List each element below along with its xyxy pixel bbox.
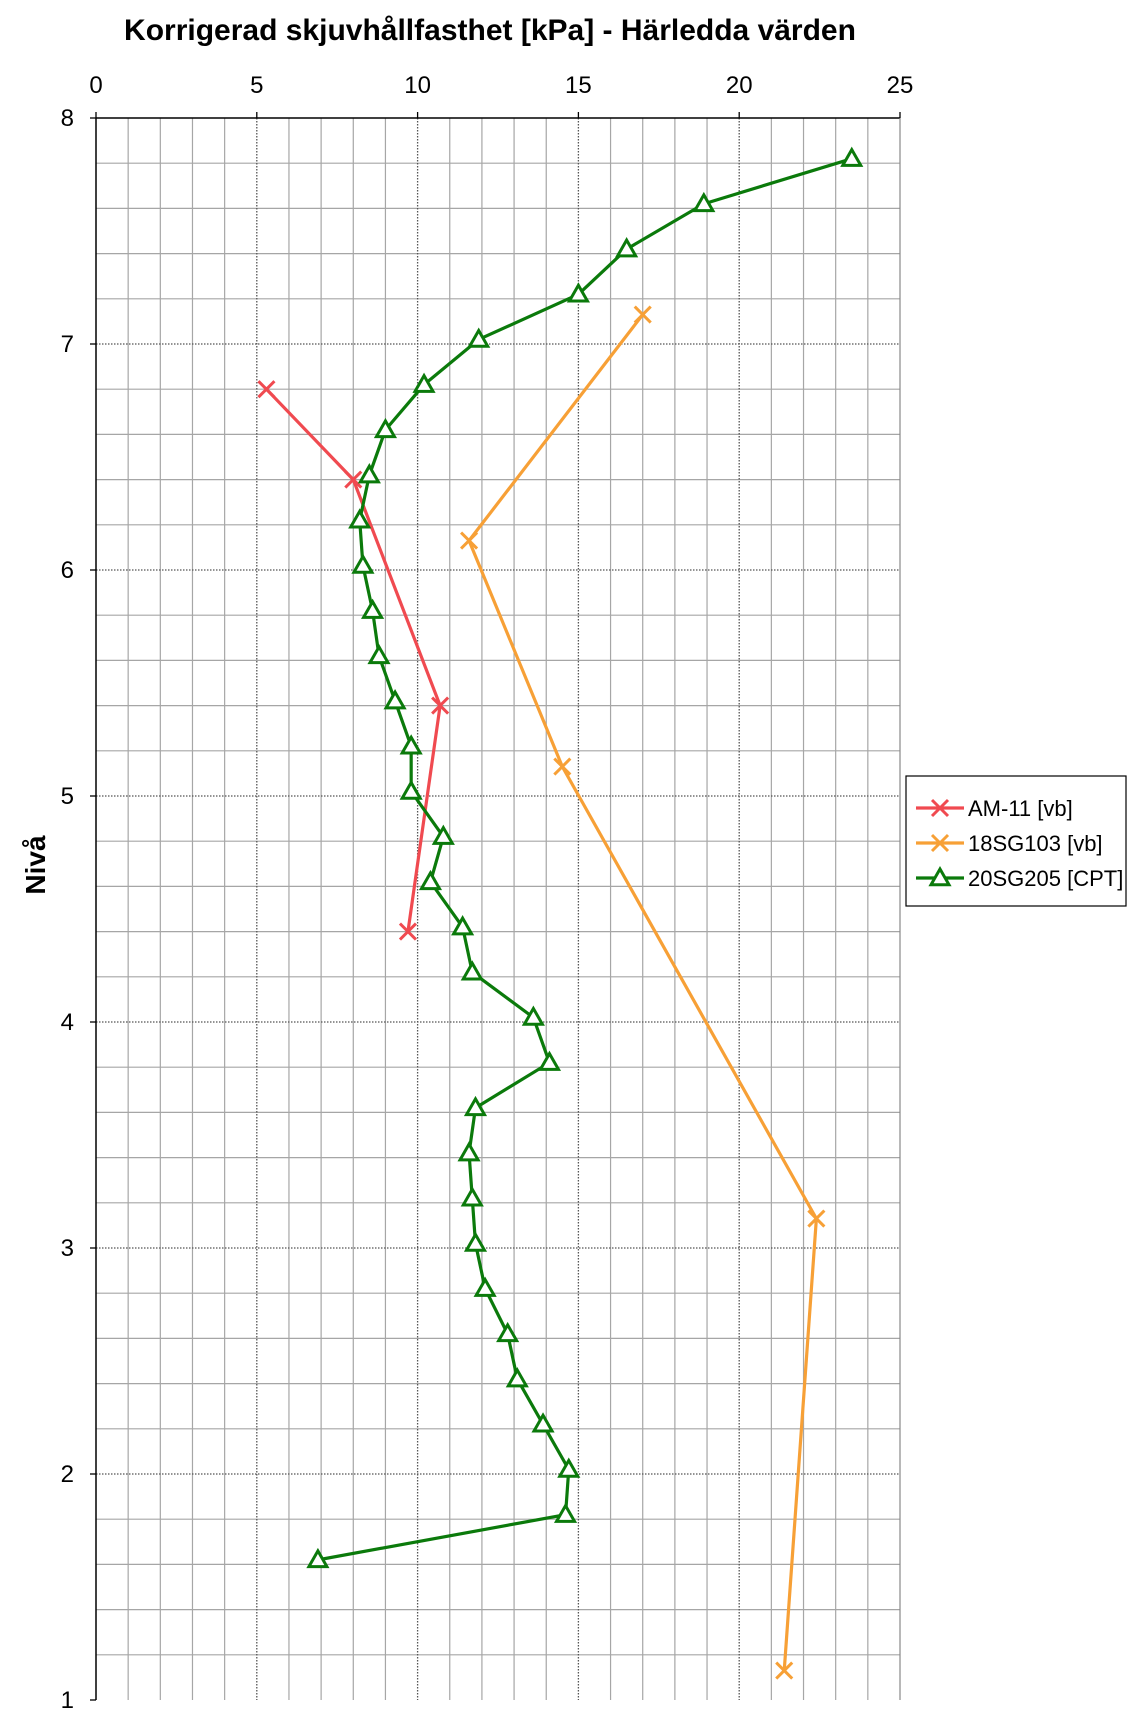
data-point (351, 553, 375, 574)
major-gridlines (96, 118, 900, 1700)
data-point (431, 696, 450, 715)
data-point (357, 463, 381, 484)
data-point-stroke (398, 922, 418, 941)
y-tick-label: 8 (61, 105, 74, 132)
data-point (460, 960, 484, 981)
data-point (463, 1231, 488, 1252)
legend-marker (928, 865, 952, 887)
legend-label: 20SG205 [CPT] (968, 866, 1123, 891)
data-point (460, 1186, 484, 1207)
y-tick-labels: 1 2 3 4 5 6 7 8 (61, 105, 74, 1714)
data-point (496, 1321, 520, 1343)
y-tick-label: 7 (61, 331, 74, 358)
y-axis-label: Nivå (20, 835, 51, 895)
data-point (463, 1095, 488, 1117)
data-point (412, 372, 436, 393)
data-point (615, 237, 639, 258)
data-point (557, 1457, 581, 1478)
data-point (553, 1502, 578, 1523)
data-point (457, 1141, 481, 1162)
legend-item: 18SG103 [vb] (916, 831, 1103, 856)
data-point (692, 191, 716, 213)
legend-label: AM-11 [vb] (968, 796, 1073, 821)
legend-item: AM-11 [vb] (916, 796, 1073, 821)
data-point (521, 1005, 545, 1026)
data-point (459, 531, 479, 550)
legend: AM-11 [vb] 18SG103 [vb] 20SG205 [CPT] (905, 775, 1127, 907)
data-point (431, 824, 455, 845)
legend-marker-stroke (930, 833, 950, 853)
legend-marker (930, 798, 950, 818)
data-point (399, 779, 423, 800)
x-tick-label: 5 (250, 72, 263, 99)
data-point (775, 1661, 794, 1680)
data-point-stroke (344, 470, 363, 489)
data-point (373, 417, 398, 439)
data-point-stroke (257, 380, 276, 399)
legend-label: 18SG103 [vb] (968, 831, 1103, 856)
series-2 (459, 305, 826, 1680)
data-point (399, 734, 423, 755)
y-tick-label: 4 (61, 1009, 74, 1036)
data-point (383, 689, 407, 710)
series-line (265, 388, 442, 932)
x-tick-label: 10 (404, 72, 431, 99)
y-tick-label: 3 (61, 1235, 74, 1262)
data-point (840, 146, 864, 167)
x-tick-label: 15 (565, 72, 592, 99)
data-point-stroke (553, 757, 572, 776)
x-tick-label: 25 (887, 72, 914, 99)
minor-gridlines (96, 118, 900, 1700)
data-point (531, 1412, 555, 1433)
series-1 (257, 380, 450, 941)
y-tick-label: 6 (61, 557, 74, 584)
data-point (418, 869, 443, 891)
data-point (633, 305, 652, 324)
data-point (467, 327, 491, 348)
legend-item: 20SG205 [CPT] (916, 865, 1123, 891)
data-point (537, 1050, 562, 1071)
data-point (553, 757, 572, 776)
data-point-stroke (431, 696, 450, 715)
y-tick-label: 2 (61, 1461, 74, 1488)
legend-marker-stroke (930, 798, 950, 818)
data-point (344, 470, 363, 489)
x-tick-label: 0 (89, 72, 102, 99)
chart-title: Korrigerad skjuvhållfasthet [kPa] - Härl… (124, 14, 856, 47)
data-point-stroke (459, 531, 479, 550)
data-point-stroke (633, 305, 652, 324)
x-tick-labels: 0 5 10 15 20 25 (89, 72, 913, 99)
legend-marker (930, 833, 950, 853)
data-point (360, 598, 385, 619)
data-point (505, 1367, 529, 1388)
data-point (566, 282, 590, 303)
data-point (367, 643, 391, 665)
data-point-stroke (807, 1209, 826, 1228)
data-point-stroke (775, 1661, 794, 1680)
data-point (473, 1276, 497, 1297)
data-point (451, 915, 475, 936)
series-3 (306, 146, 864, 1569)
axes (90, 112, 901, 1701)
data-point (398, 922, 418, 941)
y-tick-label: 1 (61, 1687, 74, 1714)
x-tick-label: 20 (726, 72, 753, 99)
data-point (257, 380, 276, 399)
series-layer (257, 146, 864, 1680)
data-point (807, 1209, 826, 1228)
data-point (348, 508, 372, 529)
y-tick-label: 5 (61, 783, 74, 810)
data-point (306, 1547, 330, 1569)
